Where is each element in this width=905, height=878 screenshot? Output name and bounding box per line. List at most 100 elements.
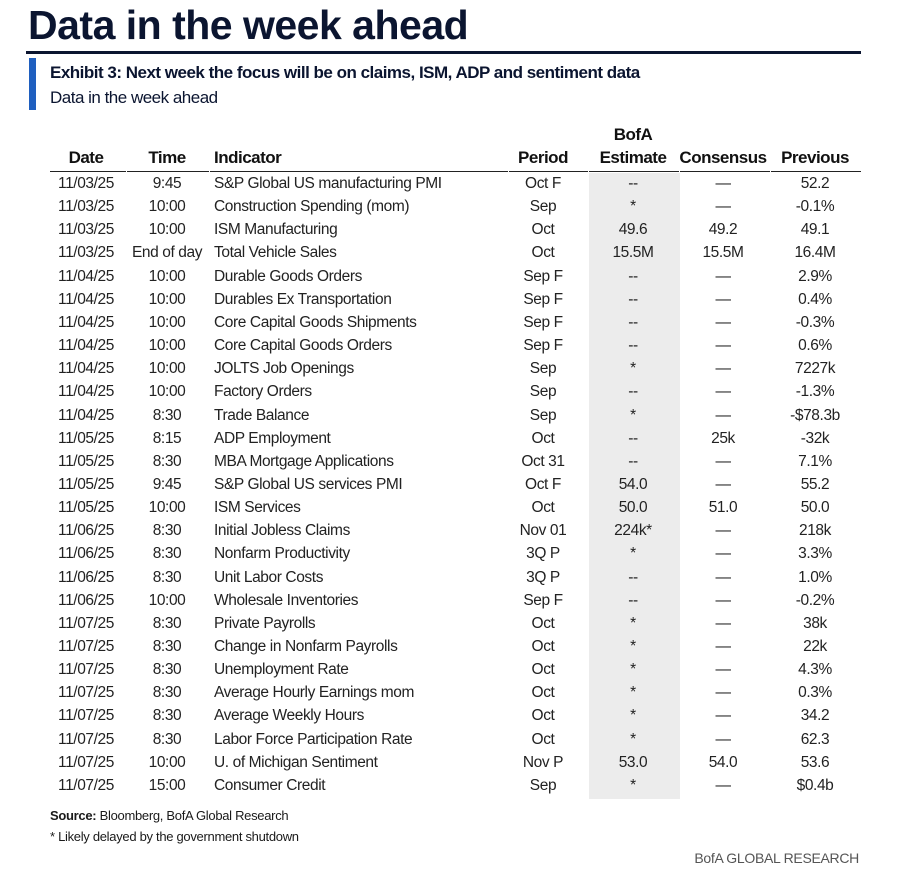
cell-previous: 22k <box>803 638 827 655</box>
cell-time: 8:15 <box>152 429 182 447</box>
cell-indicator: Consumer Credit <box>214 776 326 794</box>
cell-period: Oct 31 <box>521 452 565 470</box>
cell-time: 15:00 <box>148 776 186 794</box>
cell-period: Sep F <box>523 267 563 285</box>
cell-previous: 62.3 <box>800 730 830 748</box>
cell-period: Oct <box>531 429 555 447</box>
cell-previous: 0.4% <box>798 290 832 308</box>
cell-period: Oct <box>531 499 555 517</box>
cell-time: 10:00 <box>148 499 186 517</box>
cell-date: 11/07/25 <box>58 776 114 794</box>
page-title: Data in the week ahead <box>28 2 469 48</box>
cell-indicator: Trade Balance <box>214 406 310 424</box>
source-label: Source: <box>50 808 97 823</box>
cell-previous: -1.3% <box>795 383 835 401</box>
cell-period: Sep <box>529 383 557 401</box>
header-time: Time <box>148 148 186 167</box>
cell-period: Sep <box>529 406 557 424</box>
cell-time: 10:00 <box>148 198 186 216</box>
cell-indicator: Total Vehicle Sales <box>214 244 337 262</box>
cell-time: 8:30 <box>152 707 182 725</box>
cell-period: Oct <box>531 707 555 725</box>
cell-time: 10:00 <box>148 267 186 285</box>
cell-date: 11/05/25 <box>58 475 114 493</box>
cell-period: Sep F <box>523 290 563 308</box>
cell-previous: 16.4M <box>794 244 836 262</box>
header-indicator: Indicator <box>214 148 282 167</box>
cell-consensus: — <box>715 661 731 679</box>
cell-date: 11/06/25 <box>58 568 114 586</box>
cell-previous: 1.0% <box>798 568 832 586</box>
cell-consensus: — <box>715 337 731 355</box>
cell-bofa-estimate: 49.6 <box>618 221 648 239</box>
cell-indicator: Average Weekly Hours <box>214 707 364 725</box>
cell-consensus: — <box>715 267 731 285</box>
exhibit-subtitle: Data in the week ahead <box>50 88 218 107</box>
header-rule <box>50 171 126 172</box>
cell-date: 11/03/25 <box>58 244 114 262</box>
cell-date: 11/06/25 <box>58 545 114 563</box>
cell-indicator: Factory Orders <box>214 383 312 401</box>
cell-time: 8:30 <box>152 522 182 540</box>
cell-time: End of day <box>131 244 203 262</box>
cell-previous: 49.1 <box>800 221 830 239</box>
cell-bofa-estimate: -- <box>628 267 638 285</box>
footnote: * Likely delayed by the government shutd… <box>50 829 299 844</box>
cell-consensus: — <box>715 198 731 216</box>
cell-date: 11/05/25 <box>58 452 114 470</box>
cell-previous: 0.3% <box>798 684 832 702</box>
cell-period: Oct <box>531 661 555 679</box>
cell-consensus: — <box>715 730 731 748</box>
cell-indicator: Core Capital Goods Shipments <box>214 313 417 331</box>
cell-previous: -0.3% <box>795 313 835 331</box>
header-rule <box>589 171 679 172</box>
cell-date: 11/04/25 <box>58 337 114 355</box>
cell-bofa-estimate: -- <box>628 429 638 447</box>
header-rule <box>680 171 770 172</box>
cell-consensus: — <box>715 568 731 586</box>
cell-consensus: 49.2 <box>708 221 738 239</box>
cell-bofa-estimate: * <box>630 614 636 632</box>
cell-bofa-estimate: 224k* <box>614 522 652 540</box>
cell-consensus: — <box>715 591 731 609</box>
cell-time: 8:30 <box>152 568 182 586</box>
cell-consensus: 25k <box>711 429 735 447</box>
cell-previous: -0.1% <box>795 198 835 216</box>
cell-previous: 7227k <box>794 360 836 378</box>
cell-consensus: — <box>715 707 731 725</box>
cell-time: 9:45 <box>152 175 182 192</box>
cell-indicator: Change in Nonfarm Payrolls <box>214 638 398 655</box>
exhibit-accent-bar <box>29 58 36 110</box>
cell-time: 10:00 <box>148 221 186 239</box>
cell-date: 11/07/25 <box>58 684 114 702</box>
cell-date: 11/03/25 <box>58 175 114 192</box>
cell-previous: 34.2 <box>800 707 830 725</box>
header-bofa-line1: BofA <box>613 125 653 144</box>
cell-bofa-estimate: -- <box>628 337 638 355</box>
cell-previous: 55.2 <box>800 475 830 493</box>
cell-indicator: Construction Spending (mom) <box>214 198 410 216</box>
cell-bofa-estimate: -- <box>628 452 638 470</box>
cell-date: 11/04/25 <box>58 313 114 331</box>
cell-time: 10:00 <box>148 383 186 401</box>
cell-date: 11/04/25 <box>58 383 114 401</box>
cell-period: 3Q P <box>526 568 560 586</box>
cell-time: 10:00 <box>148 337 186 355</box>
cell-consensus: — <box>715 360 731 378</box>
cell-consensus: — <box>715 684 731 702</box>
cell-indicator: ADP Employment <box>214 429 331 447</box>
cell-previous: 7.1% <box>798 452 832 470</box>
cell-period: Nov P <box>522 753 564 771</box>
cell-consensus: — <box>715 475 731 493</box>
cell-indicator: ISM Manufacturing <box>214 221 338 239</box>
cell-consensus: — <box>715 175 731 192</box>
cell-time: 10:00 <box>148 753 186 771</box>
cell-time: 10:00 <box>148 313 186 331</box>
cell-consensus: — <box>715 776 731 794</box>
source-text: Bloomberg, BofA Global Research <box>96 808 289 823</box>
cell-bofa-estimate: -- <box>628 313 638 331</box>
exhibit-title: Exhibit 3: Next week the focus will be o… <box>50 63 640 82</box>
cell-consensus: — <box>715 545 731 563</box>
cell-date: 11/06/25 <box>58 591 114 609</box>
header-consensus: Consensus <box>679 148 767 167</box>
